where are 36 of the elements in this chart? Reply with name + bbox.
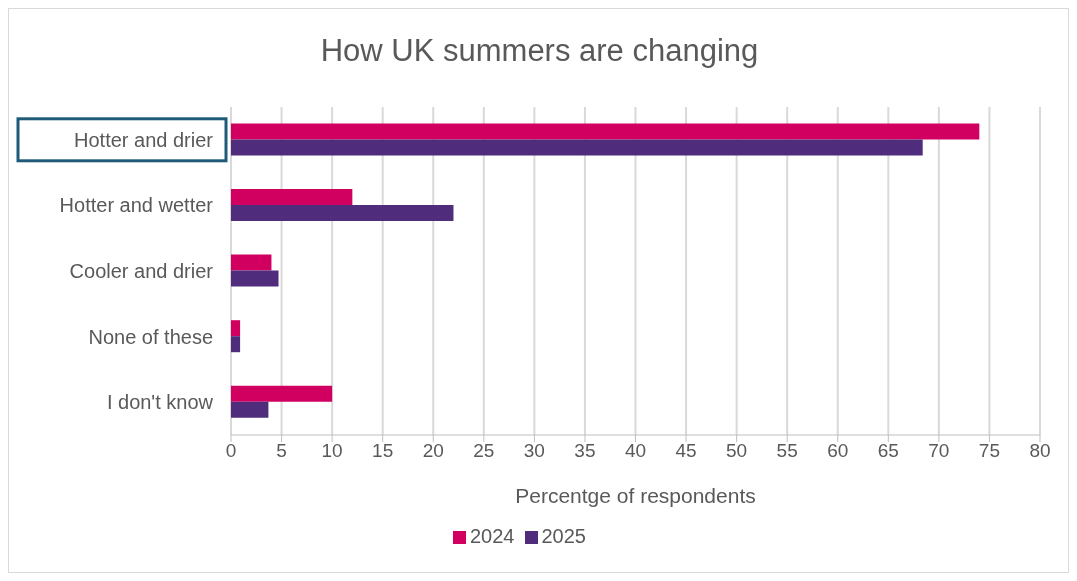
bar bbox=[231, 189, 353, 205]
bar bbox=[231, 385, 333, 402]
bar bbox=[231, 254, 272, 271]
bar bbox=[231, 139, 923, 156]
x-tick-label: 70 bbox=[928, 440, 950, 462]
y-tick-label: Hotter and wetter bbox=[59, 194, 214, 217]
x-tick-label: 40 bbox=[624, 440, 647, 462]
y-tick-label: Hotter and drier bbox=[74, 128, 214, 151]
y-tick-label: None of these bbox=[88, 325, 213, 348]
y-tick-label: I don't know bbox=[106, 391, 214, 414]
x-tick-label: 20 bbox=[422, 440, 444, 462]
bar bbox=[231, 205, 454, 221]
x-tick-label: 50 bbox=[726, 440, 748, 462]
x-tick-label: 65 bbox=[877, 440, 899, 462]
bar bbox=[231, 401, 269, 418]
x-tick-label: 60 bbox=[827, 440, 849, 462]
x-tick-label: 5 bbox=[276, 440, 287, 462]
x-tick-label: 80 bbox=[1029, 440, 1051, 462]
chart-title: How UK summers are changing bbox=[319, 33, 760, 69]
x-tick-label: 55 bbox=[776, 440, 798, 462]
legend-label: 2024 bbox=[470, 525, 515, 547]
x-tick-label: 75 bbox=[978, 440, 1001, 462]
bar bbox=[231, 123, 980, 140]
x-tick-label: 15 bbox=[372, 440, 394, 462]
bar bbox=[231, 336, 241, 353]
x-tick-label: 25 bbox=[473, 440, 495, 462]
x-tick-label: 10 bbox=[321, 440, 343, 462]
legend-label: 2025 bbox=[541, 525, 586, 547]
x-tick-label: 35 bbox=[574, 440, 596, 462]
bar bbox=[231, 270, 279, 287]
y-tick-label: Cooler and drier bbox=[69, 260, 214, 282]
bar bbox=[231, 320, 241, 337]
x-tick-label: 45 bbox=[675, 440, 697, 462]
x-tick-label: 30 bbox=[523, 440, 545, 462]
x-tick-label: 0 bbox=[225, 440, 237, 462]
x-axis-title: Percentge of respondents bbox=[515, 484, 756, 507]
